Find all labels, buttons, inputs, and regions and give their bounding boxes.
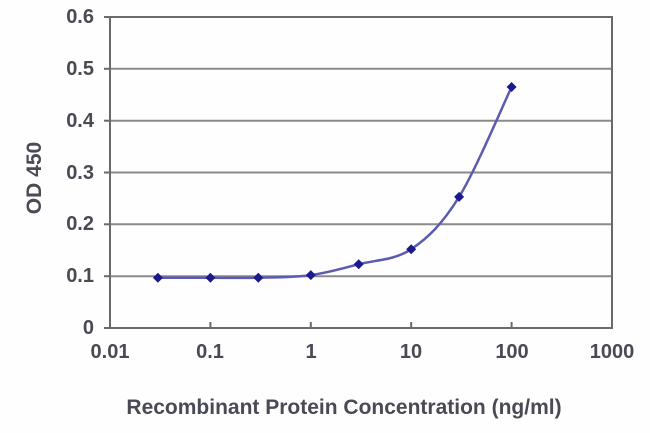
data-point-marker	[353, 259, 364, 270]
y-tick-label: 0.1	[66, 265, 94, 287]
x-axis-title: Recombinant Protein Concentration (ng/ml…	[126, 396, 562, 419]
data-point-marker	[205, 272, 216, 283]
x-tick-label: 0.01	[90, 341, 130, 363]
x-tick-label: 1	[305, 341, 317, 363]
data-point-marker	[406, 244, 417, 255]
data-point-marker	[305, 270, 316, 281]
y-tick-label: 0.4	[66, 110, 94, 132]
y-tick-label: 0.5	[66, 58, 94, 80]
x-tick-label: 0.1	[196, 341, 224, 363]
y-tick-label: 0.3	[66, 162, 94, 184]
y-tick-label: 0	[82, 317, 94, 339]
series-line	[156, 85, 513, 280]
x-tick-label: 10	[399, 341, 423, 363]
data-point-marker	[454, 191, 465, 202]
data-point-marker	[253, 272, 264, 283]
x-tick-label: 100	[495, 341, 529, 363]
data-point-marker	[506, 82, 517, 92]
y-tick-label: 0.2	[66, 213, 94, 235]
data-point-marker	[152, 272, 163, 283]
y-tick-label: 0.6	[66, 6, 94, 28]
x-tick-label: 1000	[589, 341, 635, 363]
